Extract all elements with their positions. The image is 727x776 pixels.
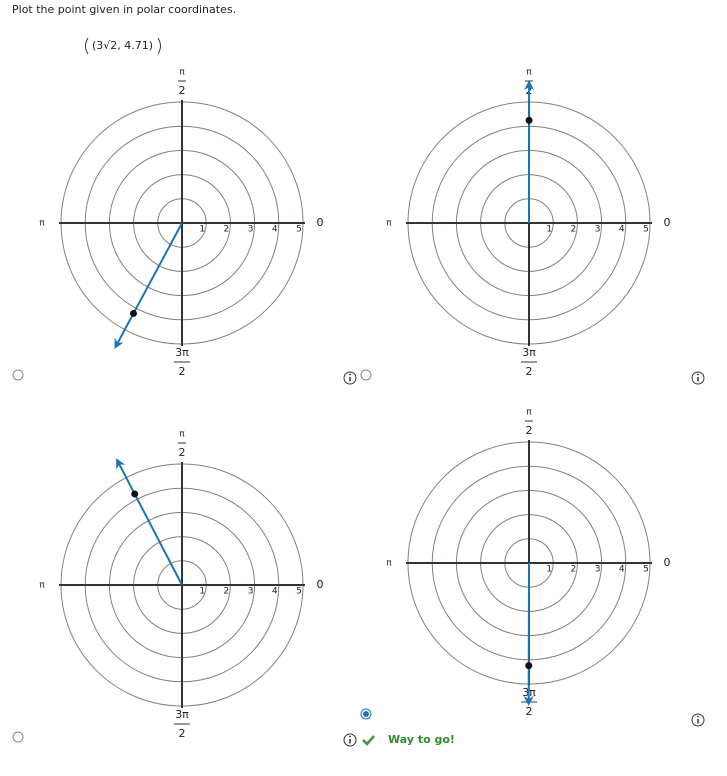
ring-label: 1 (199, 225, 205, 235)
ring-label: 3 (595, 225, 601, 235)
feedback: Way to go! (388, 733, 455, 746)
angle-label: 2 (179, 84, 186, 97)
angle-label: 2 (526, 424, 533, 437)
ring-label: 4 (272, 587, 278, 597)
ring-label: 1 (199, 587, 205, 597)
angle-label: 3π (522, 346, 536, 359)
ring-label: 5 (296, 587, 302, 597)
info-icon (697, 374, 699, 376)
polar-plot: 1 2 3 4 5 0 π π 2 3π 2 (39, 430, 323, 741)
angle-label: 2 (526, 705, 533, 718)
radio-dot (363, 711, 369, 717)
ring-label: 2 (571, 565, 577, 575)
ring-label: 3 (248, 225, 254, 235)
angle-label: 2 (179, 365, 186, 378)
ring-label: 5 (643, 565, 649, 575)
angle-label: π (179, 68, 185, 78)
ring-label: 2 (224, 225, 230, 235)
radio[interactable] (361, 370, 371, 380)
angle-label: 3π (175, 346, 189, 359)
question: Plot the point given in polar coordinate… (12, 3, 236, 16)
ray (118, 463, 182, 585)
point (526, 117, 533, 124)
ring-label: 5 (296, 225, 302, 235)
angle-label: 0 (317, 578, 324, 591)
ring-label: 4 (619, 565, 625, 575)
point (131, 490, 138, 497)
info-icon (697, 716, 699, 718)
angle-label: 0 (664, 556, 671, 569)
angle-label: π (526, 68, 532, 78)
angle-label: 2 (179, 727, 186, 740)
radio[interactable] (13, 370, 23, 380)
ring-label: 3 (595, 565, 601, 575)
ring-label: 3 (248, 587, 254, 597)
ring-label: 1 (546, 565, 552, 575)
angle-label: 2 (526, 365, 533, 378)
ring-label: 5 (643, 225, 649, 235)
ring-label: 1 (546, 225, 552, 235)
point (130, 310, 137, 317)
angle-label: π (39, 581, 45, 591)
angle-label: 2 (179, 446, 186, 459)
angle-label: 3π (175, 708, 189, 721)
ray (117, 223, 182, 345)
check-icon (363, 736, 374, 744)
ring-label: 2 (571, 225, 577, 235)
radio[interactable] (13, 732, 23, 742)
angle-label: π (526, 408, 532, 418)
ring-label: 4 (272, 225, 278, 235)
point-label: (3√2, 4.71) (92, 39, 153, 52)
ring-label: 2 (224, 587, 230, 597)
polar-plot: 1 2 3 4 5 0 π π 2 3π 2 (39, 68, 323, 379)
angle-label: π (386, 219, 392, 229)
angle-label: π (39, 219, 45, 229)
angle-label: 0 (664, 216, 671, 229)
angle-label: 0 (317, 216, 324, 229)
angle-label: π (386, 559, 392, 569)
info-icon (349, 374, 351, 376)
info-icon (349, 736, 351, 738)
angle-label: π (179, 430, 185, 440)
ring-label: 4 (619, 225, 625, 235)
point (525, 662, 532, 669)
